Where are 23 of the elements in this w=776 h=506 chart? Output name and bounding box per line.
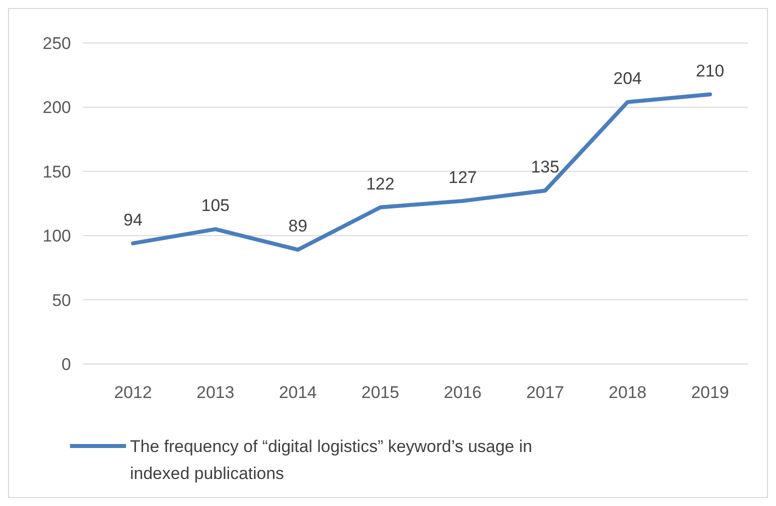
data-label: 105 xyxy=(201,196,230,216)
x-tick-label: 2012 xyxy=(114,383,152,402)
x-tick-label: 2014 xyxy=(278,383,317,402)
y-tick-label: 150 xyxy=(42,162,71,182)
x-tick-label: 2013 xyxy=(196,383,234,402)
x-tick-label: 2018 xyxy=(608,383,646,402)
data-label: 122 xyxy=(366,174,394,194)
data-label: 127 xyxy=(448,168,477,187)
x-tick-label: 2016 xyxy=(444,383,482,402)
data-label: 89 xyxy=(288,216,308,236)
data-label: 204 xyxy=(613,69,642,88)
data-label: 135 xyxy=(530,158,560,177)
x-tick-label: 2015 xyxy=(361,383,400,402)
data-label: 94 xyxy=(124,210,142,230)
x-tick-label: 2017 xyxy=(526,383,564,402)
legend-label: The frequency of “digital logistics” keyword’s usage in indexed publications xyxy=(130,436,532,484)
data-label: 210 xyxy=(696,61,724,80)
y-tick-label: 250 xyxy=(42,34,71,53)
y-tick-label: 0 xyxy=(62,354,71,374)
y-tick-label: 200 xyxy=(42,98,71,118)
y-tick-label: 50 xyxy=(52,290,71,310)
y-tick-label: 100 xyxy=(42,226,71,246)
x-tick-label: 2019 xyxy=(691,383,729,402)
